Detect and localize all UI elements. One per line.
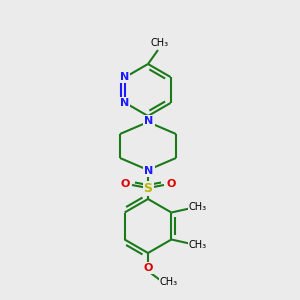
Text: S: S <box>143 182 152 194</box>
Text: CH₃: CH₃ <box>188 239 206 250</box>
Text: O: O <box>143 263 153 273</box>
Text: O: O <box>166 179 176 189</box>
Text: N: N <box>144 166 154 176</box>
Text: CH₃: CH₃ <box>151 38 169 48</box>
Text: N: N <box>144 116 154 126</box>
Text: O: O <box>120 179 130 189</box>
Text: CH₃: CH₃ <box>160 277 178 287</box>
Text: CH₃: CH₃ <box>188 202 206 212</box>
Text: N: N <box>120 98 129 108</box>
Text: N: N <box>120 72 129 82</box>
